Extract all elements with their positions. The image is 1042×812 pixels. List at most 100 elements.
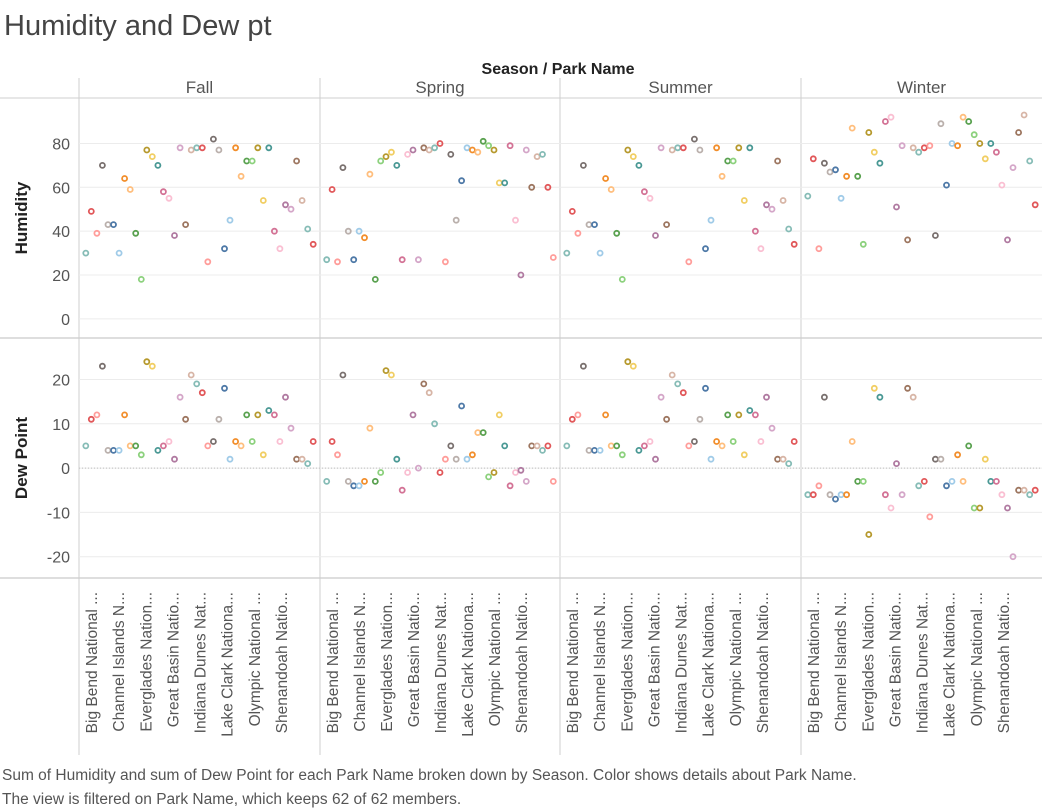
data-point — [580, 161, 587, 169]
data-point — [409, 411, 417, 419]
data-point — [965, 118, 973, 125]
data-point — [447, 150, 455, 158]
data-point — [926, 142, 934, 150]
x-tick-label: Channel Islands N... — [592, 592, 609, 732]
data-point — [528, 442, 536, 450]
data-point — [702, 245, 709, 253]
y-tick-label: 0 — [61, 461, 70, 478]
data-point — [193, 380, 201, 388]
data-point — [832, 495, 839, 503]
data-point — [1026, 491, 1034, 499]
data-point — [221, 245, 228, 253]
data-point — [452, 455, 460, 463]
data-point — [954, 451, 961, 459]
data-point — [724, 157, 732, 165]
data-point — [398, 256, 406, 264]
data-point — [441, 455, 449, 463]
data-point — [826, 168, 834, 176]
data-point — [165, 438, 173, 445]
x-tick-label: Channel Islands N... — [833, 592, 850, 732]
data-point — [915, 148, 923, 156]
data-point — [221, 384, 228, 392]
data-point — [691, 438, 698, 445]
data-point — [393, 455, 401, 463]
data-point — [729, 438, 737, 445]
data-point — [959, 477, 967, 485]
data-point — [618, 451, 626, 459]
data-point — [506, 482, 514, 490]
data-point — [533, 153, 541, 161]
data-point — [323, 256, 331, 264]
data-point — [414, 256, 422, 264]
data-point — [334, 258, 341, 266]
data-point — [882, 118, 889, 125]
data-point — [468, 451, 476, 459]
data-point — [82, 249, 90, 257]
data-point — [371, 477, 379, 485]
data-point — [237, 172, 245, 180]
data-point — [735, 144, 743, 152]
data-point — [870, 148, 878, 156]
data-point — [718, 172, 726, 180]
x-tick-label: Great Basin Natio... — [406, 592, 423, 727]
data-point — [702, 384, 709, 392]
data-point — [431, 144, 439, 152]
data-point — [757, 245, 765, 253]
data-point — [735, 411, 743, 419]
data-point — [785, 460, 793, 468]
x-tick-label: Shenandoah Natio... — [755, 592, 772, 733]
y-tick-label: 20 — [52, 372, 70, 389]
data-point — [436, 140, 444, 147]
scatter-chart: Season / Park Name Fall Spring Summer Winter… — [0, 61, 1042, 755]
data-point — [121, 175, 128, 182]
x-tick-label: Indiana Dunes Nat... — [433, 592, 450, 733]
data-point — [182, 415, 190, 423]
data-point — [248, 438, 256, 445]
data-point — [215, 415, 223, 423]
data-point — [740, 197, 748, 204]
data-point — [387, 148, 395, 156]
data-point — [976, 140, 984, 147]
data-point — [893, 460, 900, 468]
data-point — [981, 455, 989, 463]
data-point — [517, 271, 525, 279]
data-point — [1026, 157, 1034, 165]
data-point — [215, 146, 223, 154]
y-tick-label: 60 — [52, 180, 70, 197]
x-tick-label: Indiana Dunes Nat... — [915, 592, 932, 733]
data-point — [549, 477, 557, 485]
data-point — [876, 159, 884, 167]
data-point — [143, 358, 151, 366]
data-point — [854, 477, 862, 485]
data-point — [350, 256, 358, 264]
data-point — [763, 201, 770, 209]
data-point — [512, 216, 519, 224]
data-point — [495, 179, 503, 187]
data-point — [452, 216, 460, 224]
x-tick-label: Everglades Nation... — [138, 592, 155, 732]
data-point — [1031, 201, 1039, 209]
data-point — [657, 144, 665, 152]
data-point — [790, 438, 798, 445]
data-point — [447, 442, 455, 450]
x-tick-label: Indiana Dunes Nat... — [193, 592, 210, 733]
x-tick-label: Shenandoah Natio... — [996, 592, 1013, 733]
data-point — [339, 164, 347, 172]
data-point — [99, 362, 106, 370]
data-point — [495, 411, 503, 419]
data-point — [182, 221, 190, 229]
data-point — [804, 491, 812, 499]
data-point — [490, 469, 498, 476]
data-point — [176, 393, 184, 401]
data-point — [517, 466, 525, 474]
data-point — [198, 144, 206, 152]
data-point — [259, 197, 267, 204]
data-point — [232, 144, 240, 152]
data-point — [882, 491, 889, 499]
data-point — [298, 455, 306, 463]
data-point — [607, 442, 615, 450]
data-point — [832, 166, 839, 174]
data-point — [843, 491, 850, 499]
y-tick-label: 80 — [52, 136, 70, 153]
data-point — [382, 367, 390, 375]
